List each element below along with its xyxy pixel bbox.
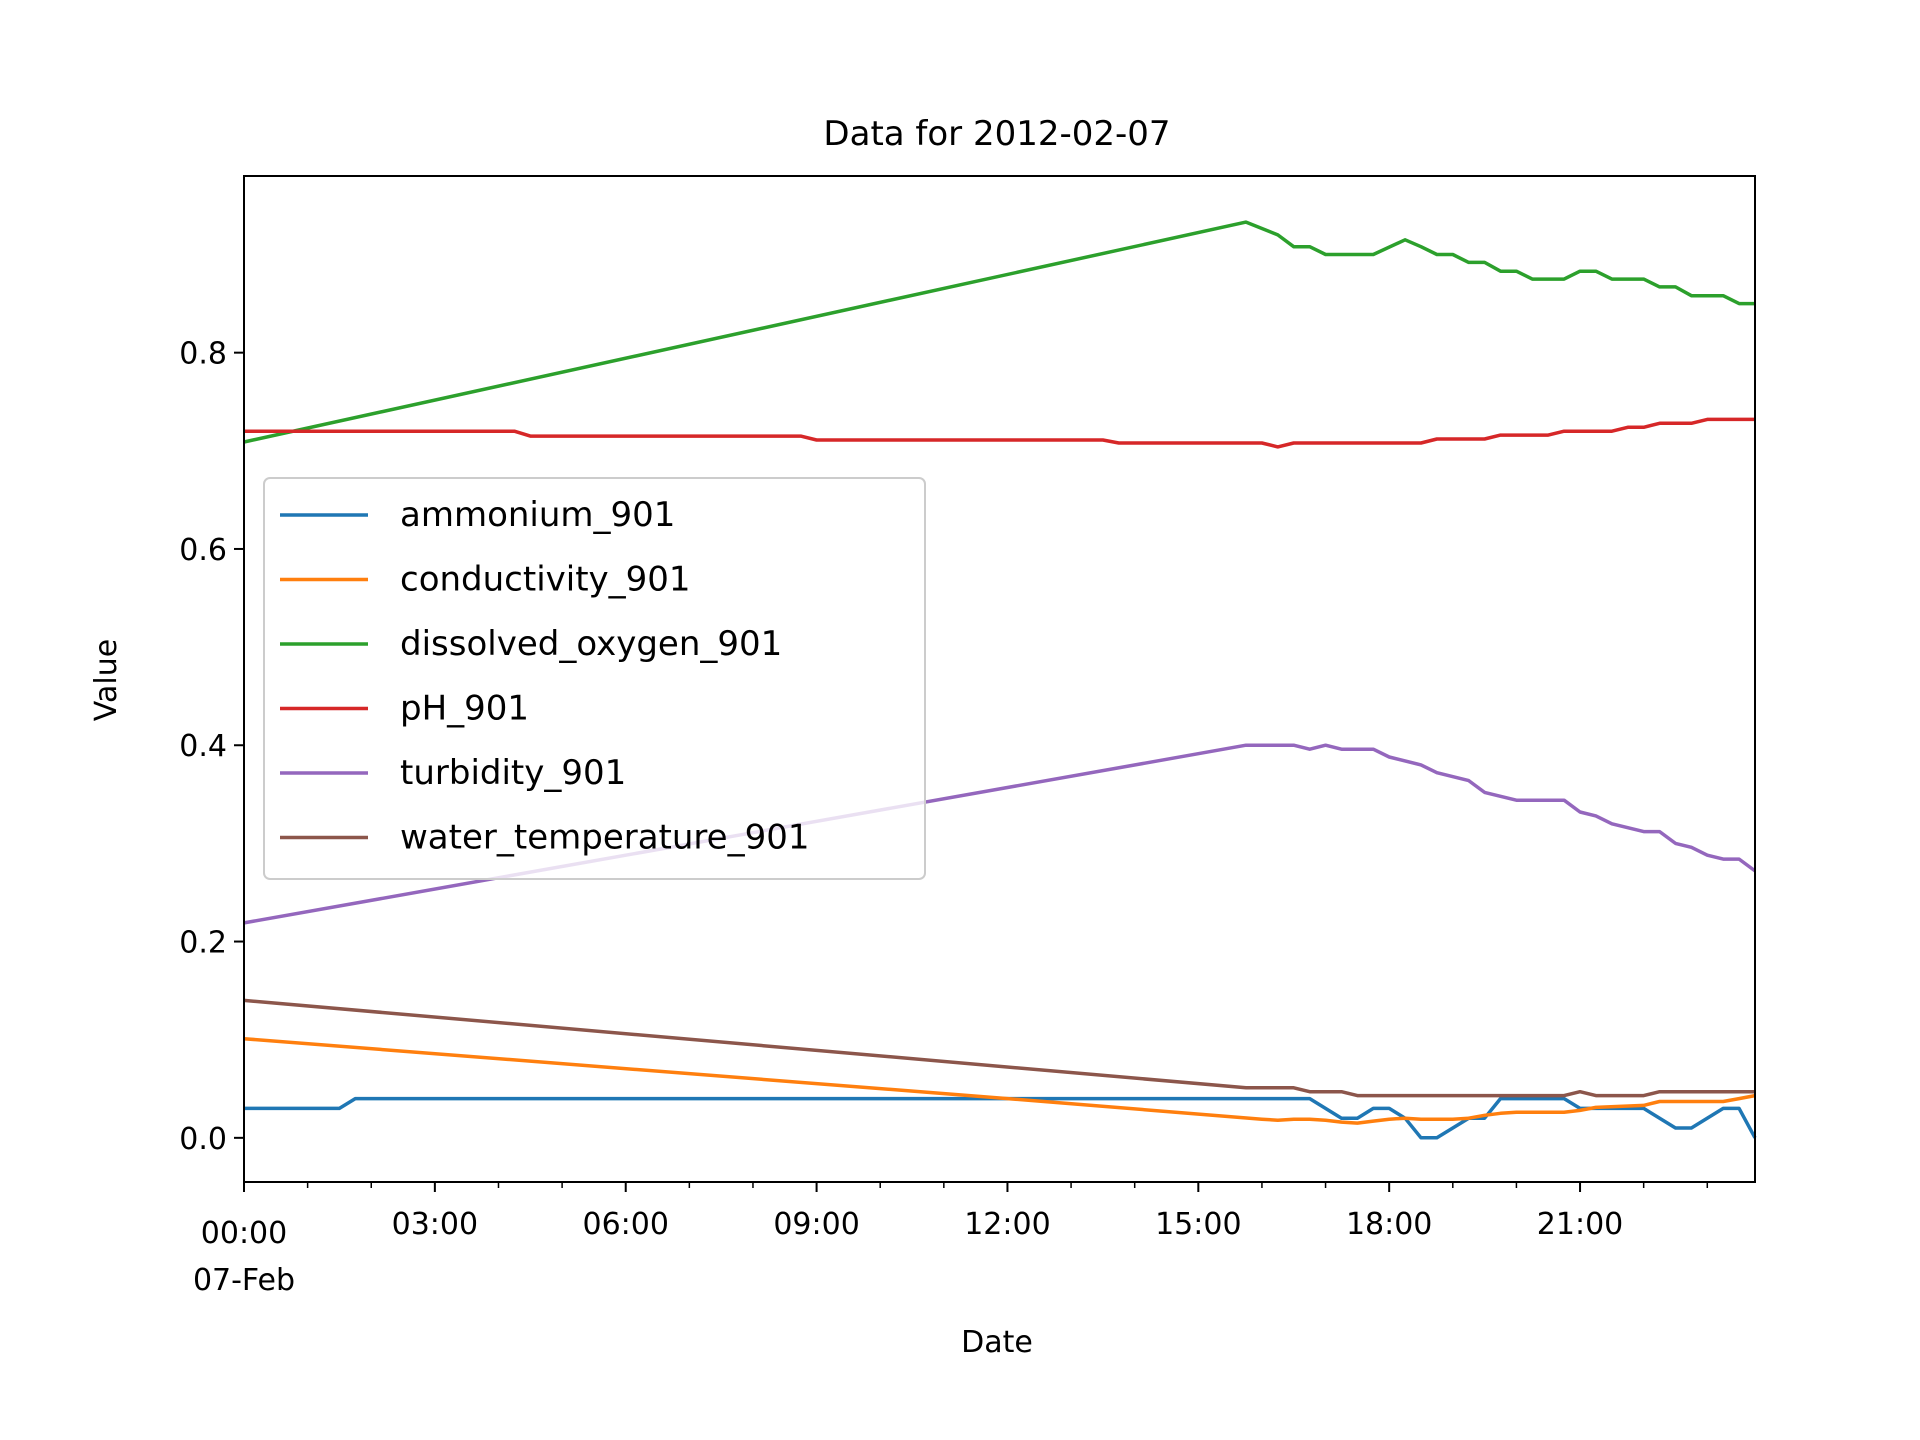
legend-label: ammonium_901 — [400, 495, 675, 535]
x-tick-label: 00:00 — [201, 1216, 287, 1251]
legend-box — [263, 477, 926, 880]
legend-label: pH_901 — [400, 689, 529, 729]
x-tick-label: 15:00 — [1155, 1207, 1241, 1242]
y-axis-label: Value — [89, 639, 124, 721]
legend-label: turbidity_901 — [400, 753, 626, 793]
y-tick-label: 0.8 — [179, 337, 227, 372]
x-tick-label: 12:00 — [964, 1207, 1050, 1242]
x-axis: 00:00 03:00 06:00 09:00 12:00 15:00 18:00 21:00… — [193, 1182, 1709, 1298]
x-tick-label: 18:00 — [1346, 1207, 1432, 1242]
chart-title: Data for 2012-02-07 — [823, 114, 1170, 154]
legend-label: dissolved_oxygen_901 — [400, 624, 782, 664]
x-tick-label: 09:00 — [773, 1207, 859, 1242]
x-tick-label: 21:00 — [1537, 1207, 1623, 1242]
series-line-dissolved-oxygen-901 — [243, 220, 1755, 444]
y-tick-label: 0.2 — [179, 926, 227, 961]
series-layer — [243, 220, 1757, 1140]
y-tick-label: 0.6 — [179, 533, 227, 568]
plot-frame — [243, 175, 1756, 1183]
x-axis-label: Date — [961, 1325, 1033, 1360]
x-tick-sublabel: 07-Feb — [193, 1263, 295, 1298]
series-line-conductivity-901 — [243, 1036, 1756, 1125]
series-line-turbidity-901 — [243, 743, 1757, 925]
legend-label: water_temperature_901 — [400, 818, 809, 858]
y-tick-label: 0.0 — [179, 1122, 227, 1157]
x-tick-label: 06:00 — [582, 1207, 668, 1242]
series-line-water-temperature-901 — [243, 998, 1755, 1098]
legend-label: conductivity_901 — [400, 560, 691, 600]
y-axis: 0.0 0.2 0.4 0.6 0.8 — [179, 337, 244, 1157]
series-line-ammonium-901 — [244, 1096, 1757, 1140]
legend: ammonium_901 conductivity_901 dissolved_ox… — [263, 477, 926, 880]
x-tick-label: 03:00 — [392, 1207, 478, 1242]
y-tick-label: 0.4 — [179, 729, 227, 764]
series-line-pH-901 — [244, 417, 1755, 449]
